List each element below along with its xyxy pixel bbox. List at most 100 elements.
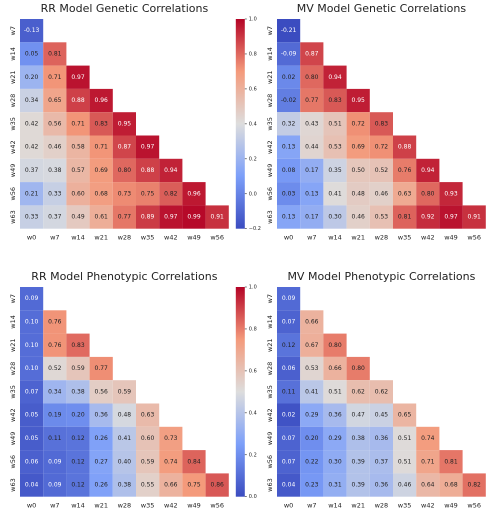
x-tick-label: w35 xyxy=(398,234,412,242)
cell-label: 0.47 xyxy=(352,412,366,419)
cell-label: 0.63 xyxy=(398,190,412,197)
colorbar-tick-label: 1.0 xyxy=(249,285,257,291)
cell-label: 0.41 xyxy=(305,388,319,395)
y-tick-label: w63 xyxy=(9,210,17,224)
cell-label: 0.22 xyxy=(305,458,319,465)
cell-label: 0.44 xyxy=(305,144,319,151)
heatmap-cell xyxy=(300,65,324,89)
cell-label: 0.83 xyxy=(328,97,342,104)
cell-label: 0.81 xyxy=(398,214,412,221)
x-tick-label: w49 xyxy=(187,234,201,242)
cell-label: 0.53 xyxy=(328,144,342,151)
heatmap-cell xyxy=(277,112,301,136)
cell-label: 0.48 xyxy=(118,412,132,419)
heatmap-cell xyxy=(43,333,67,357)
cell-label: 0.76 xyxy=(398,167,412,174)
heatmap-cell xyxy=(277,205,301,229)
cell-label: 0.68 xyxy=(444,482,458,489)
cell-label: 0.38 xyxy=(118,482,132,489)
cell-label: 0.73 xyxy=(118,190,132,197)
cell-label: 0.94 xyxy=(421,167,435,174)
cell-label: -0.02 xyxy=(281,97,297,104)
cell-label: 0.99 xyxy=(187,214,201,221)
heatmap-cell xyxy=(300,310,324,334)
y-tick-label: w21 xyxy=(9,338,17,352)
cell-label: 0.65 xyxy=(48,97,62,104)
heatmap-cell xyxy=(439,450,463,474)
heatmap-cell xyxy=(20,380,44,404)
heatmap-cell xyxy=(369,426,393,451)
cell-label: 0.36 xyxy=(328,412,342,419)
heatmap-cell xyxy=(112,182,136,206)
colorbar-tick-label: 0.2 xyxy=(249,156,257,162)
x-tick-label: w56 xyxy=(467,502,481,510)
heatmap-cell xyxy=(66,205,90,229)
x-tick-label: w56 xyxy=(210,502,224,510)
cell-label: 0.71 xyxy=(95,144,109,151)
cell-label: 0.62 xyxy=(375,388,389,395)
cell-label: 0.97 xyxy=(141,144,155,151)
heatmap-cell xyxy=(89,205,113,229)
x-tick-label: w14 xyxy=(328,234,342,242)
cell-label: 0.31 xyxy=(328,482,342,489)
cell-label: 0.81 xyxy=(444,458,458,465)
cell-label: 0.82 xyxy=(164,190,178,197)
heatmap-cell xyxy=(66,380,90,404)
cell-label: 0.17 xyxy=(305,167,319,174)
y-tick-label: w7 xyxy=(9,294,17,303)
cell-label: 0.75 xyxy=(141,190,155,197)
heatmap-cell xyxy=(205,473,229,497)
colorbar-tick-label: 0.8 xyxy=(249,326,257,332)
heatmap-cell xyxy=(136,205,160,229)
cell-label: 0.65 xyxy=(398,412,412,419)
heatmap-cell xyxy=(300,356,324,381)
cell-label: 0.56 xyxy=(48,120,62,127)
heatmap-cell xyxy=(112,158,136,183)
cell-label: 0.10 xyxy=(25,342,39,349)
y-tick-label: w63 xyxy=(9,478,17,492)
x-tick-label: w21 xyxy=(351,234,365,242)
heatmap-cell xyxy=(89,112,113,136)
heatmap-cell xyxy=(112,450,136,474)
heatmap-cell xyxy=(323,158,347,183)
y-tick-label: w49 xyxy=(9,432,17,446)
heatmap-cell xyxy=(277,19,301,43)
cell-label: 0.23 xyxy=(305,482,319,489)
colorbar-tick-label: 0.6 xyxy=(249,86,257,92)
cell-label: 0.29 xyxy=(305,412,319,419)
heatmap-cell xyxy=(182,205,206,229)
heatmap-cell xyxy=(112,135,136,159)
heatmap-cell xyxy=(393,403,417,427)
heatmap-cell xyxy=(66,426,90,451)
heatmap-cell xyxy=(159,182,183,206)
cell-label: 0.66 xyxy=(328,365,342,372)
heatmap-cell xyxy=(182,473,206,497)
heatmap-cell xyxy=(20,450,44,474)
cell-label: 0.95 xyxy=(352,97,366,104)
heatmap-cell xyxy=(323,403,347,427)
cell-label: 0.80 xyxy=(352,365,366,372)
y-tick-label: w42 xyxy=(9,408,17,422)
heatmap-cell xyxy=(89,450,113,474)
x-tick-label: w42 xyxy=(421,502,435,510)
cell-label: 0.04 xyxy=(25,482,39,489)
heatmap-cell xyxy=(43,205,67,229)
cell-label: 0.83 xyxy=(71,342,85,349)
heatmap-cell xyxy=(369,112,393,136)
cell-label: 0.82 xyxy=(468,482,482,489)
cell-label: 0.11 xyxy=(282,388,296,395)
cell-label: 0.36 xyxy=(375,482,389,489)
heatmap-cell xyxy=(323,135,347,159)
y-tick-label: w14 xyxy=(9,47,17,61)
heatmap-cell xyxy=(20,403,44,427)
cell-label: 0.46 xyxy=(48,144,62,151)
heatmap-cell xyxy=(393,450,417,474)
cell-label: 0.20 xyxy=(25,74,39,81)
x-tick-label: w28 xyxy=(375,234,389,242)
cell-label: 0.74 xyxy=(421,435,435,442)
cell-label: 0.38 xyxy=(352,435,366,442)
heatmap-cell xyxy=(43,380,67,404)
cell-label: 0.84 xyxy=(187,458,201,465)
heatmap-cell xyxy=(439,205,463,229)
x-tick-label: w0 xyxy=(27,234,36,242)
